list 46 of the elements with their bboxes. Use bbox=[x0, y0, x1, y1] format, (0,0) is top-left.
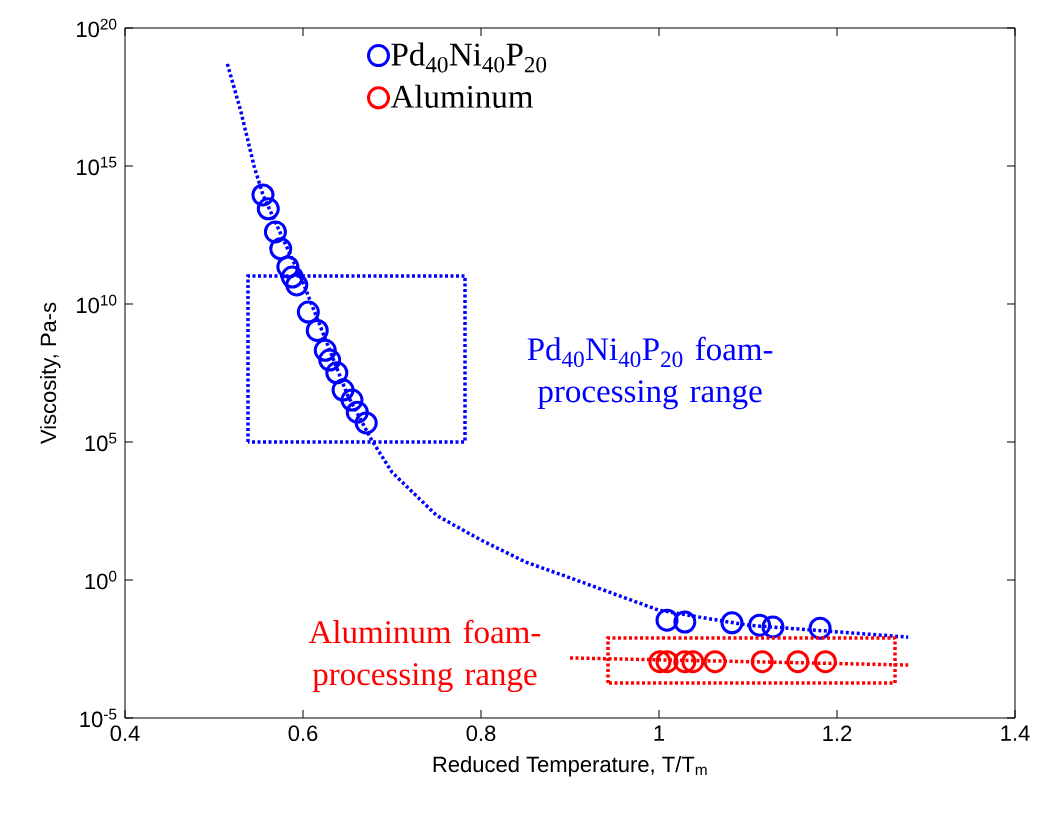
x-tick-label: 1.4 bbox=[1001, 725, 1030, 741]
x-tick-label: 0.8 bbox=[466, 725, 496, 742]
point bbox=[703, 650, 727, 674]
x-tick-label: 1.2 bbox=[823, 725, 852, 741]
point bbox=[325, 361, 349, 385]
point bbox=[340, 388, 364, 412]
y-tick-label: 10$^{5}$ bbox=[85, 432, 117, 452]
point bbox=[673, 650, 697, 674]
point bbox=[720, 611, 744, 635]
point bbox=[673, 610, 697, 634]
point bbox=[808, 616, 832, 640]
point bbox=[331, 378, 355, 402]
legend-label: Aluminum bbox=[390, 84, 533, 108]
point bbox=[748, 613, 772, 637]
x-tick-label: 0.6 bbox=[288, 725, 318, 742]
point bbox=[296, 300, 320, 324]
point bbox=[786, 650, 810, 674]
point bbox=[280, 265, 304, 289]
point bbox=[285, 273, 309, 297]
point bbox=[813, 650, 837, 674]
y-tick-label: 10$^{20}$ bbox=[77, 18, 117, 38]
point bbox=[263, 220, 287, 244]
x-axis-title: Reduced Temperature, T/T$_{m}$ bbox=[433, 755, 707, 777]
point bbox=[305, 318, 329, 342]
point bbox=[681, 650, 705, 674]
point bbox=[276, 255, 300, 279]
point bbox=[313, 338, 337, 362]
point bbox=[318, 348, 342, 372]
y-tick-label: 10$^{0}$ bbox=[85, 570, 117, 590]
y-tick-label: 10$^{10}$ bbox=[77, 294, 117, 314]
y-axis-title: Viscosity, Pa-s bbox=[40, 302, 61, 445]
legend-label: Pd$_{40}$Ni$_{40}$P$_{20}$ bbox=[391, 42, 547, 73]
point bbox=[655, 650, 679, 674]
point bbox=[251, 183, 275, 207]
point bbox=[256, 197, 280, 221]
point bbox=[750, 650, 774, 674]
point bbox=[761, 615, 785, 639]
point bbox=[354, 411, 378, 435]
annotation: Pd$_{40}$Ni$_{40}$P$_{20}$ foam-processing range bbox=[527, 336, 773, 410]
point bbox=[655, 608, 679, 632]
x-tick-label: 1 bbox=[654, 725, 665, 741]
point bbox=[345, 400, 369, 424]
annotation: Aluminum foam-processing range bbox=[308, 619, 541, 693]
point bbox=[648, 650, 672, 674]
point bbox=[269, 237, 293, 261]
y-tick-label: 10$^{15}$ bbox=[77, 156, 117, 176]
